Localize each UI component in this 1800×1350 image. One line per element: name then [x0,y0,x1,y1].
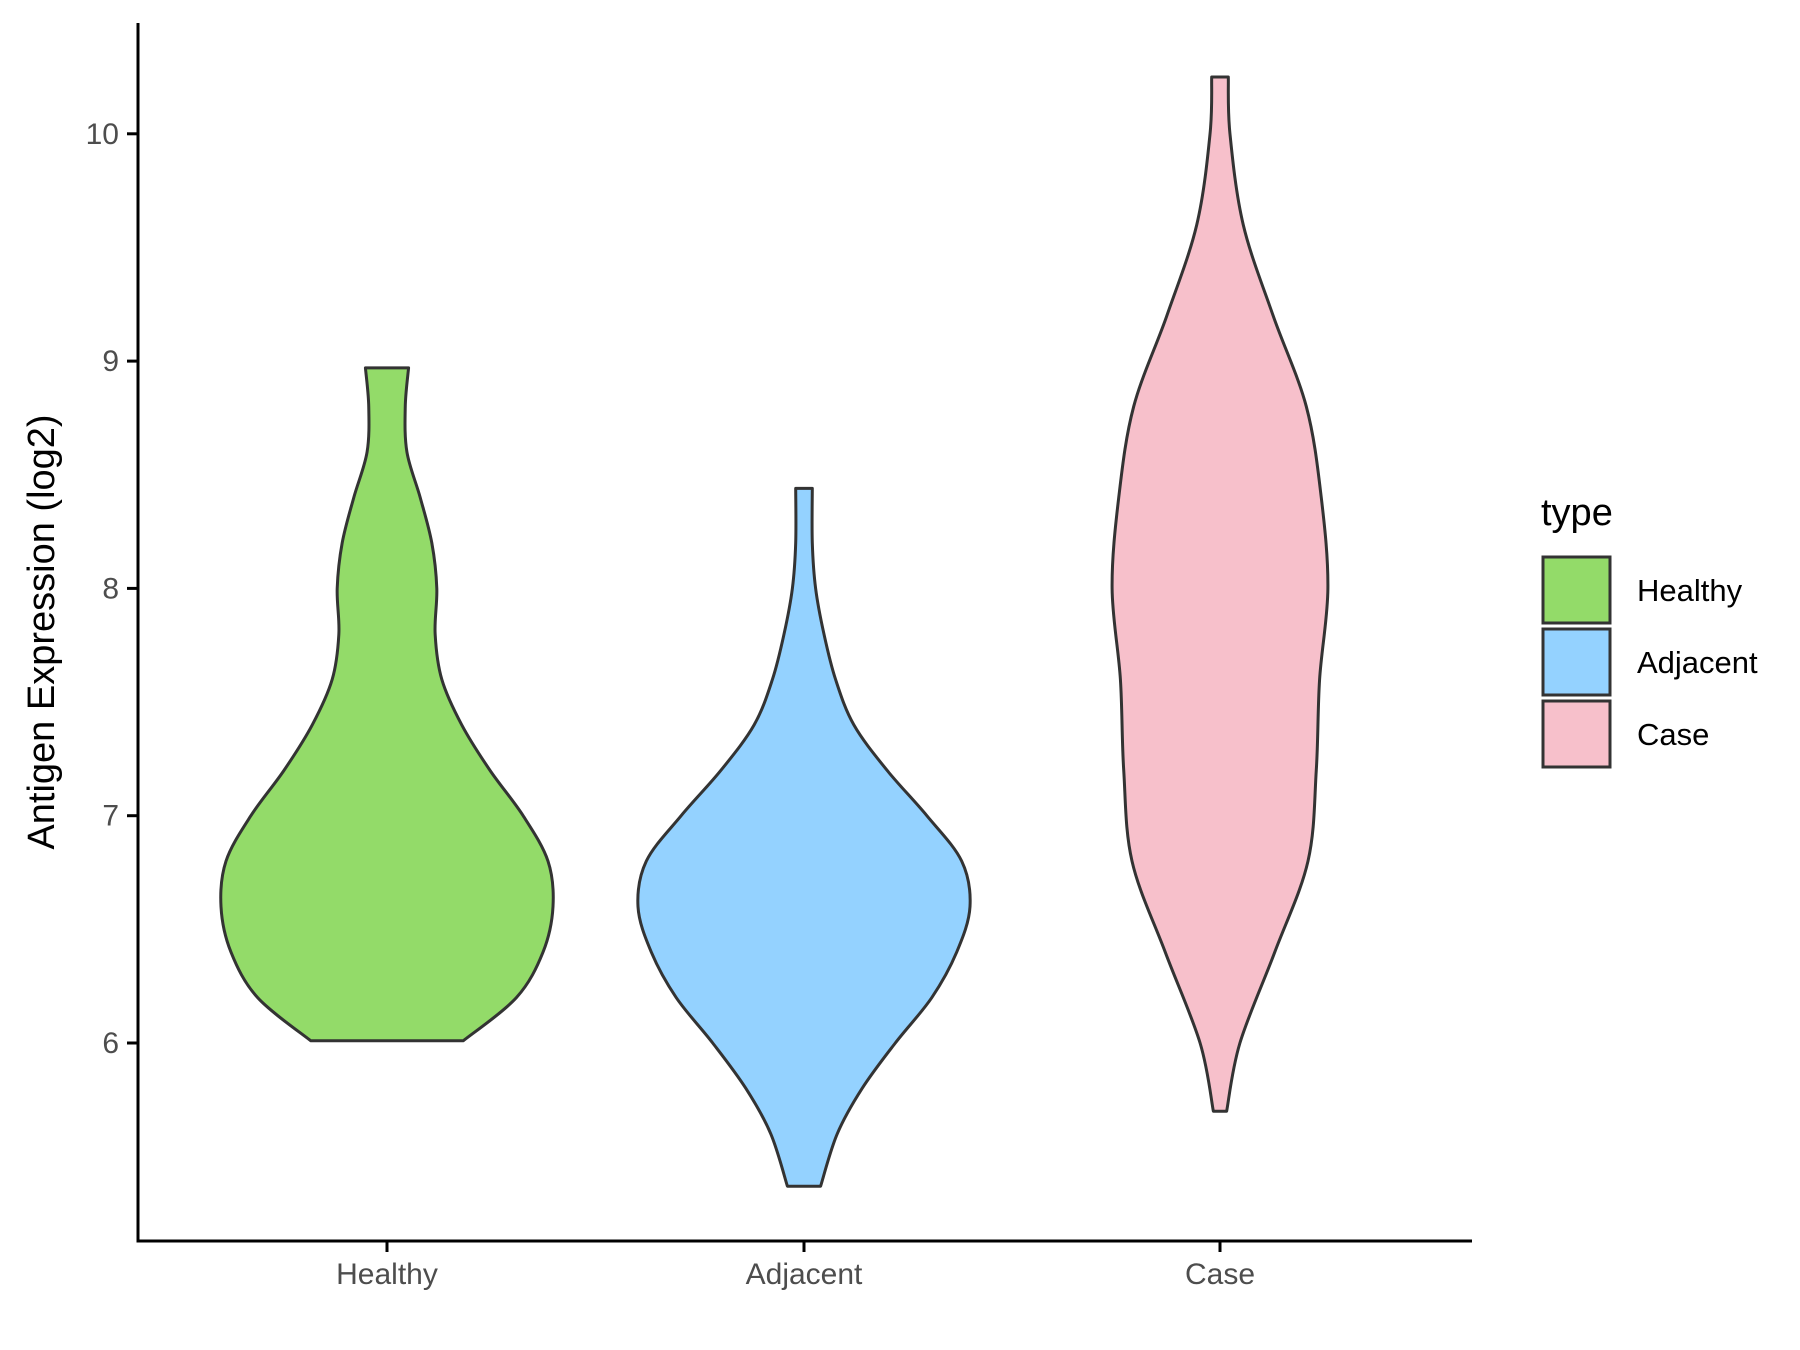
violin-case [1110,75,1330,1113]
violin-healthy [219,366,555,1043]
legend-label: Adjacent [1637,645,1758,680]
legend-key-adjacent [1541,627,1612,697]
y-axis-ticks: 6 7 8 9 10 [86,118,138,1060]
legend: type Healthy Adjacent Case [1541,492,1758,769]
x-tick-label: Adjacent [746,1258,863,1291]
y-tick-label: 8 [102,572,119,605]
legend-items: Healthy Adjacent Case [1541,555,1758,769]
y-tick-label: 9 [102,345,119,378]
x-axis-ticks: Healthy Adjacent Case [336,1241,1255,1291]
y-axis-title: Antigen Expression (log2) [21,414,63,849]
x-tick-label: Healthy [336,1258,438,1291]
legend-key-healthy [1541,555,1612,625]
legend-title: type [1541,492,1613,534]
legend-key-case [1541,699,1612,769]
y-tick-label: 7 [102,800,119,833]
legend-label: Case [1637,717,1709,752]
y-tick-label: 10 [86,118,119,151]
violins-layer [219,75,1330,1188]
x-tick-label: Case [1185,1258,1255,1291]
violin-adjacent [636,486,972,1188]
legend-label: Healthy [1637,573,1743,608]
y-tick-label: 6 [102,1027,119,1060]
